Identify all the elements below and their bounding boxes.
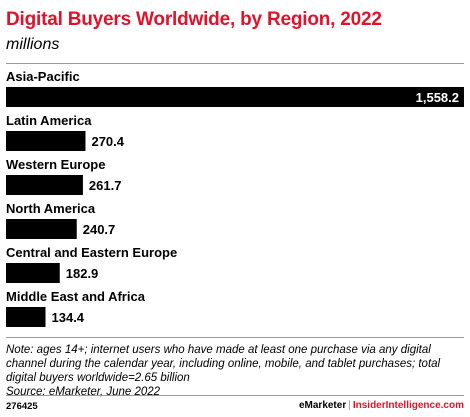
bar-chart: Asia-Pacific 1,558.2 Latin America 270.4 Wes… [6, 69, 464, 327]
category-label: Central and Eastern Europe [6, 245, 177, 260]
chart-notes: Note: ages 14+; internet users who have … [6, 343, 466, 399]
bar [6, 175, 83, 195]
note-text: Note: ages 14+; internet users who have … [6, 344, 441, 384]
bar [6, 263, 60, 283]
chart-subtitle: millions [6, 36, 60, 53]
chart-title: Digital Buyers Worldwide, by Region, 202… [6, 9, 382, 30]
chart-id: 276425 [6, 401, 38, 412]
bar [6, 131, 86, 151]
value-label: 1,558.2 [416, 90, 459, 105]
bar [6, 307, 46, 327]
source-text: Source: eMarketer, June 2022 [6, 386, 161, 398]
category-label: Latin America [6, 113, 92, 128]
value-label: 182.9 [66, 266, 99, 281]
bar [6, 87, 464, 107]
brand-separator: | [348, 400, 351, 411]
category-label: Asia-Pacific [6, 69, 80, 84]
footer: 276425 eMarketer | InsiderIntelligence.com [6, 399, 464, 413]
footer-divider [6, 395, 464, 396]
bottom-divider [6, 337, 464, 338]
value-label: 240.7 [83, 222, 116, 237]
category-label: Western Europe [6, 157, 105, 172]
value-label: 261.7 [89, 178, 122, 193]
brand-insider-intelligence: InsiderIntelligence.com [352, 400, 464, 411]
category-label: North America [6, 201, 96, 216]
category-label: Middle East and Africa [6, 289, 146, 304]
brand-logo: eMarketer | InsiderIntelligence.com [299, 400, 464, 411]
bar [6, 219, 77, 239]
top-divider [6, 63, 464, 64]
brand-emarketer: eMarketer [298, 400, 347, 411]
value-label: 270.4 [91, 134, 124, 149]
value-label: 134.4 [52, 310, 85, 325]
